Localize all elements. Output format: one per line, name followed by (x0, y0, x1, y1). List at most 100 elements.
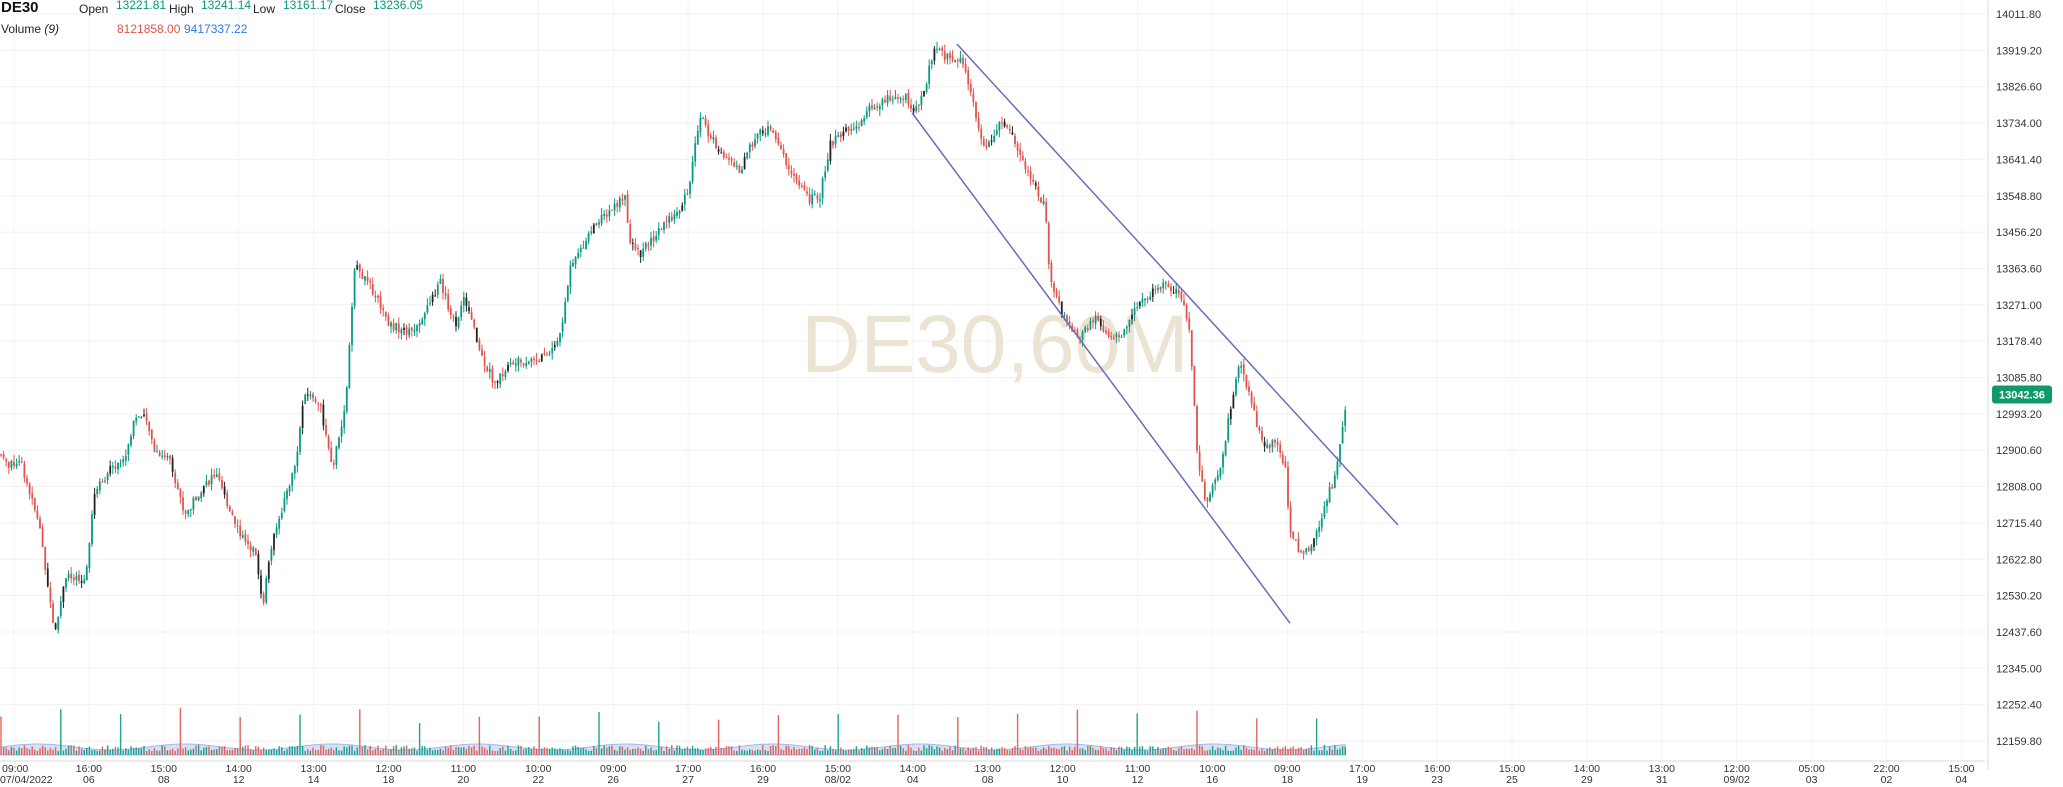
candle-body (1328, 487, 1331, 503)
candle-body (1315, 530, 1318, 539)
candle-body (384, 311, 387, 317)
price-axis[interactable]: 14011.80 13919.20 13826.60 13734.00 13641.40… (1987, 0, 2042, 770)
volume-bar (816, 747, 819, 755)
time-axis[interactable]: 09:0007/04/202216:000615:000814:001213:0… (0, 760, 1985, 786)
close-label: Close (335, 2, 366, 16)
volume-bar (834, 750, 837, 755)
volume-bar (507, 745, 509, 755)
volume-bar (608, 746, 611, 755)
candle-body (1136, 307, 1139, 309)
volume-bar (574, 745, 577, 755)
candle-body (325, 424, 327, 435)
volume-bar (418, 723, 421, 755)
volume-bar (959, 748, 962, 755)
candle-body (587, 233, 590, 242)
volume-bar (413, 747, 416, 755)
volume-bar (962, 748, 964, 755)
volume-bar (390, 749, 392, 755)
volume-bar (738, 745, 741, 755)
volume-bar (684, 748, 686, 755)
candle-body (231, 511, 234, 516)
candle-body (577, 252, 580, 258)
volume-bar (1136, 713, 1138, 755)
candle-body (1219, 467, 1222, 477)
candle-body (1110, 336, 1113, 338)
volume-bar (255, 746, 257, 755)
candle-body (1019, 149, 1022, 155)
volume-bar (780, 749, 782, 755)
volume-bar (559, 748, 561, 755)
date-tick-label: 08 (158, 774, 170, 786)
candle-body (540, 354, 543, 362)
volume-bar (728, 746, 730, 755)
volume-bar (996, 748, 998, 755)
volume-bar (892, 748, 894, 755)
candle-body (891, 99, 894, 101)
price-tick-label: 13271.00 (1996, 300, 2042, 312)
volume-bar (83, 749, 85, 755)
candle-body (616, 203, 619, 207)
volume-bar (234, 747, 236, 755)
candle-body (156, 451, 158, 453)
candle-body (1141, 298, 1144, 303)
trend-channel[interactable] (911, 43, 1399, 624)
volume-bar (489, 745, 491, 755)
candle-body (631, 242, 634, 244)
candle-body (1149, 296, 1152, 300)
volume-bar (819, 750, 821, 755)
volume-bar (668, 748, 670, 755)
candle-body (226, 492, 229, 507)
candle-body (439, 279, 442, 284)
date-tick-label: 25 (1506, 774, 1518, 786)
candle-body (1344, 410, 1347, 426)
candle-body (330, 447, 333, 463)
candle-body (1144, 298, 1146, 301)
candle-body (98, 481, 101, 491)
candle-body (673, 214, 676, 220)
candle-body (416, 325, 418, 332)
volume-bar (993, 749, 995, 755)
candle-body (689, 181, 691, 194)
volume-bar (928, 745, 930, 755)
candle-body (93, 494, 96, 515)
volume-bar (801, 748, 803, 755)
volume-bar (767, 750, 769, 755)
date-tick-label: 19 (1356, 774, 1368, 786)
candle-body (340, 426, 343, 437)
candle-body (852, 128, 855, 130)
date-tick-label: 27 (682, 774, 694, 786)
channel-line[interactable] (956, 43, 1399, 526)
channel-line[interactable] (911, 112, 1291, 624)
volume-bar (434, 749, 436, 755)
candle-body (1227, 418, 1230, 441)
date-tick-label: 23 (1431, 774, 1443, 786)
volume-bar (850, 749, 852, 755)
candle-body (839, 133, 842, 138)
volume-bar (1097, 749, 1099, 755)
volume-bar (249, 749, 252, 755)
candle-body (52, 603, 54, 623)
candle-body (850, 129, 853, 131)
candle-body (322, 404, 325, 426)
volume-bar (912, 750, 915, 755)
volume-bar (546, 747, 548, 755)
volume-bar (764, 749, 767, 755)
volume-bar (1105, 748, 1107, 755)
candle-body (920, 95, 923, 106)
volume-bar (626, 747, 629, 755)
volume-bar (31, 746, 33, 755)
volume-bar (1133, 746, 1136, 755)
candle-body (361, 272, 364, 280)
volume-bar (1126, 746, 1128, 755)
volume-bar (793, 747, 795, 755)
date-tick-label: 14 (308, 774, 320, 786)
candle-body (356, 265, 359, 270)
candle-body (366, 276, 369, 282)
volume-bar (499, 748, 501, 755)
volume-bar (47, 750, 49, 755)
candle-body (319, 404, 322, 406)
candle-body (566, 285, 569, 302)
candle-body (936, 48, 938, 50)
candle-body (59, 601, 62, 617)
